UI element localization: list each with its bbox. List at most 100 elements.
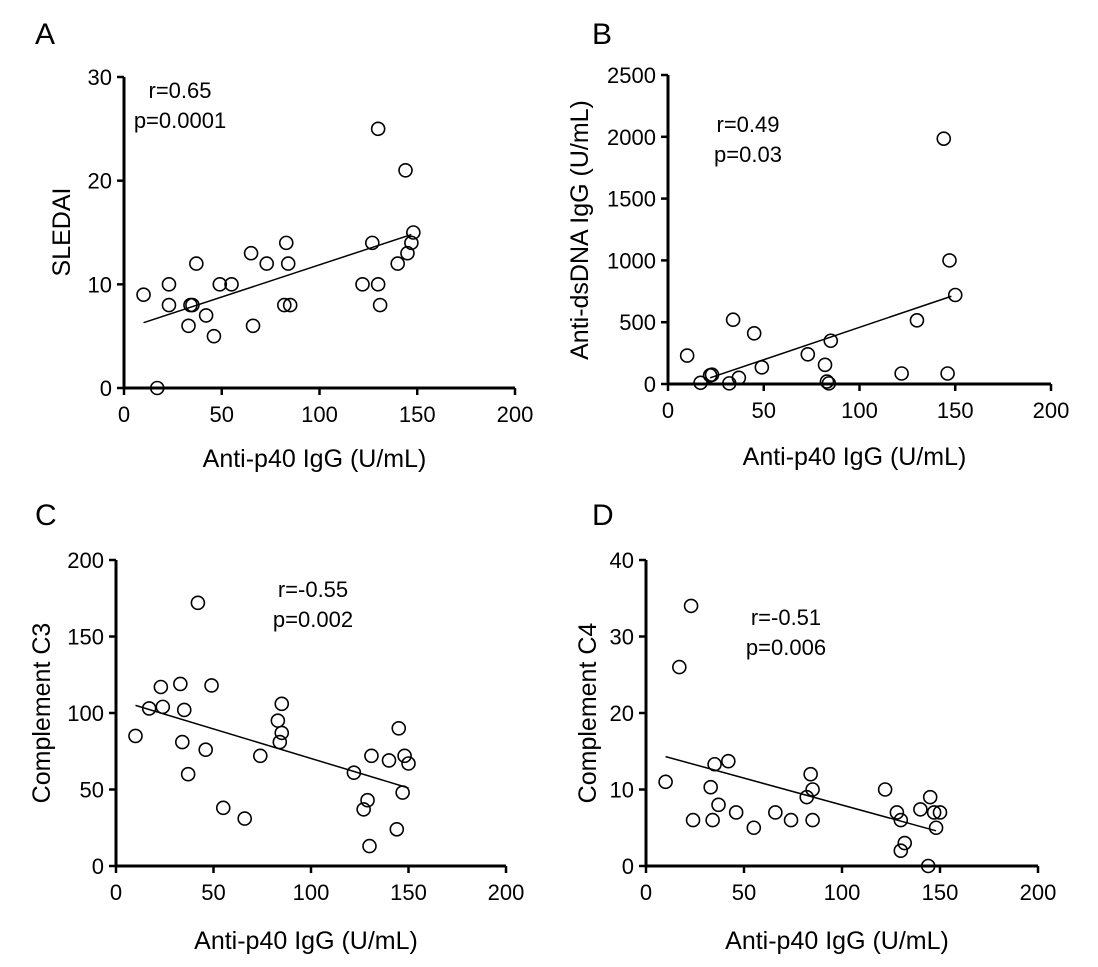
data-point bbox=[173, 676, 188, 692]
y-tick-label: 50 bbox=[80, 778, 104, 803]
x-tick-label: 200 bbox=[1033, 398, 1070, 423]
data-point bbox=[936, 131, 952, 146]
data-point bbox=[897, 835, 913, 851]
data-point bbox=[913, 802, 928, 817]
data-point bbox=[707, 756, 722, 772]
y-tick-label: 0 bbox=[622, 854, 634, 879]
data-point bbox=[401, 756, 416, 771]
p-value: p=0.002 bbox=[273, 607, 353, 632]
x-tick-label: 150 bbox=[937, 398, 974, 423]
y-axis-label: Complement C4 bbox=[574, 623, 602, 804]
regression-line bbox=[709, 295, 952, 379]
data-point bbox=[947, 287, 963, 303]
data-point bbox=[198, 308, 214, 323]
x-tick-label: 150 bbox=[399, 402, 436, 427]
data-point bbox=[272, 734, 288, 750]
data-point bbox=[149, 380, 165, 396]
data-point bbox=[679, 348, 695, 363]
data-point bbox=[259, 256, 275, 271]
data-point bbox=[685, 812, 701, 828]
y-tick-label: 2000 bbox=[607, 125, 656, 150]
data-point bbox=[398, 163, 413, 178]
data-point bbox=[346, 765, 362, 780]
data-point bbox=[180, 766, 196, 782]
data-point bbox=[212, 277, 228, 292]
x-tick-label: 50 bbox=[201, 880, 225, 905]
y-tick-label: 30 bbox=[610, 625, 634, 650]
data-point bbox=[391, 720, 407, 736]
y-tick-label: 500 bbox=[619, 310, 656, 335]
data-point bbox=[893, 812, 909, 828]
data-point bbox=[155, 699, 171, 715]
data-point bbox=[356, 802, 371, 817]
y-axis-label: SLEDAI bbox=[48, 188, 76, 277]
data-point bbox=[277, 297, 292, 313]
y-tick-label: 0 bbox=[100, 376, 112, 401]
data-point bbox=[370, 121, 386, 137]
correlation-r: r=0.65 bbox=[149, 78, 212, 103]
x-tick-label: 100 bbox=[301, 402, 338, 427]
panel-b: B0 50 100 150 20005001000150020002500Anti-p4… bbox=[566, 18, 1069, 471]
data-point bbox=[942, 253, 957, 268]
data-point bbox=[372, 297, 388, 313]
y-tick-label: 30 bbox=[88, 65, 112, 90]
data-point bbox=[395, 785, 410, 800]
data-point bbox=[252, 748, 268, 764]
data-point bbox=[370, 277, 386, 292]
data-point bbox=[153, 679, 169, 695]
data-point bbox=[206, 328, 222, 344]
y-axis-label: Complement C3 bbox=[28, 623, 56, 804]
data-point bbox=[215, 800, 231, 816]
p-value: p=0.0001 bbox=[134, 108, 226, 133]
data-point bbox=[920, 858, 936, 874]
data-point bbox=[821, 376, 837, 391]
y-tick-label: 40 bbox=[610, 548, 634, 573]
data-point bbox=[705, 812, 720, 828]
data-point bbox=[725, 312, 741, 328]
data-point bbox=[693, 375, 708, 391]
data-point bbox=[783, 812, 799, 828]
x-tick-label: 100 bbox=[841, 398, 878, 423]
data-point bbox=[282, 297, 298, 313]
y-tick-label: 200 bbox=[67, 548, 104, 573]
x-tick-label: 100 bbox=[293, 880, 330, 905]
data-point bbox=[397, 748, 412, 764]
data-point bbox=[245, 318, 261, 334]
x-tick-label: 100 bbox=[824, 880, 861, 905]
data-point bbox=[728, 805, 744, 820]
data-point bbox=[768, 805, 783, 820]
data-point bbox=[893, 843, 909, 859]
data-point bbox=[243, 245, 259, 261]
y-tick-label: 10 bbox=[610, 778, 634, 803]
p-value: p=0.03 bbox=[714, 142, 782, 167]
x-tick-label: 0 bbox=[110, 880, 122, 905]
x-tick-label: 0 bbox=[640, 880, 652, 905]
data-point bbox=[237, 811, 252, 826]
x-tick-label: 200 bbox=[1020, 880, 1057, 905]
panel-letter: D bbox=[592, 499, 614, 532]
data-point bbox=[406, 225, 421, 240]
panel-d: D 0 50 100 150 200 0 10 20 30 40 Anti-p40 IgG (U/mL… bbox=[574, 499, 1056, 955]
data-point bbox=[800, 347, 816, 362]
x-tick-label: 200 bbox=[497, 402, 534, 427]
x-tick-label: 50 bbox=[752, 398, 776, 423]
y-tick-label: 150 bbox=[67, 625, 104, 650]
data-point bbox=[161, 277, 177, 292]
x-tick-label: 50 bbox=[732, 880, 756, 905]
correlation-r: r=-0.55 bbox=[278, 577, 348, 602]
data-point bbox=[805, 782, 820, 797]
data-point bbox=[889, 805, 905, 820]
data-point bbox=[274, 696, 290, 712]
y-tick-label: 20 bbox=[88, 169, 112, 194]
data-point bbox=[940, 366, 955, 381]
panel-c: C 0 50 100 150 200 0 50 100 150 200 Anti-p40 IgG (U… bbox=[28, 499, 524, 955]
y-tick-label: 2500 bbox=[607, 63, 656, 88]
x-axis-label: Anti-p40 IgG (U/mL) bbox=[743, 443, 967, 471]
data-point bbox=[274, 725, 290, 741]
data-point bbox=[364, 748, 379, 764]
data-point bbox=[189, 256, 204, 271]
data-point bbox=[128, 728, 143, 744]
data-point bbox=[721, 753, 736, 769]
y-tick-label: 1000 bbox=[607, 248, 656, 273]
data-point bbox=[270, 713, 286, 728]
